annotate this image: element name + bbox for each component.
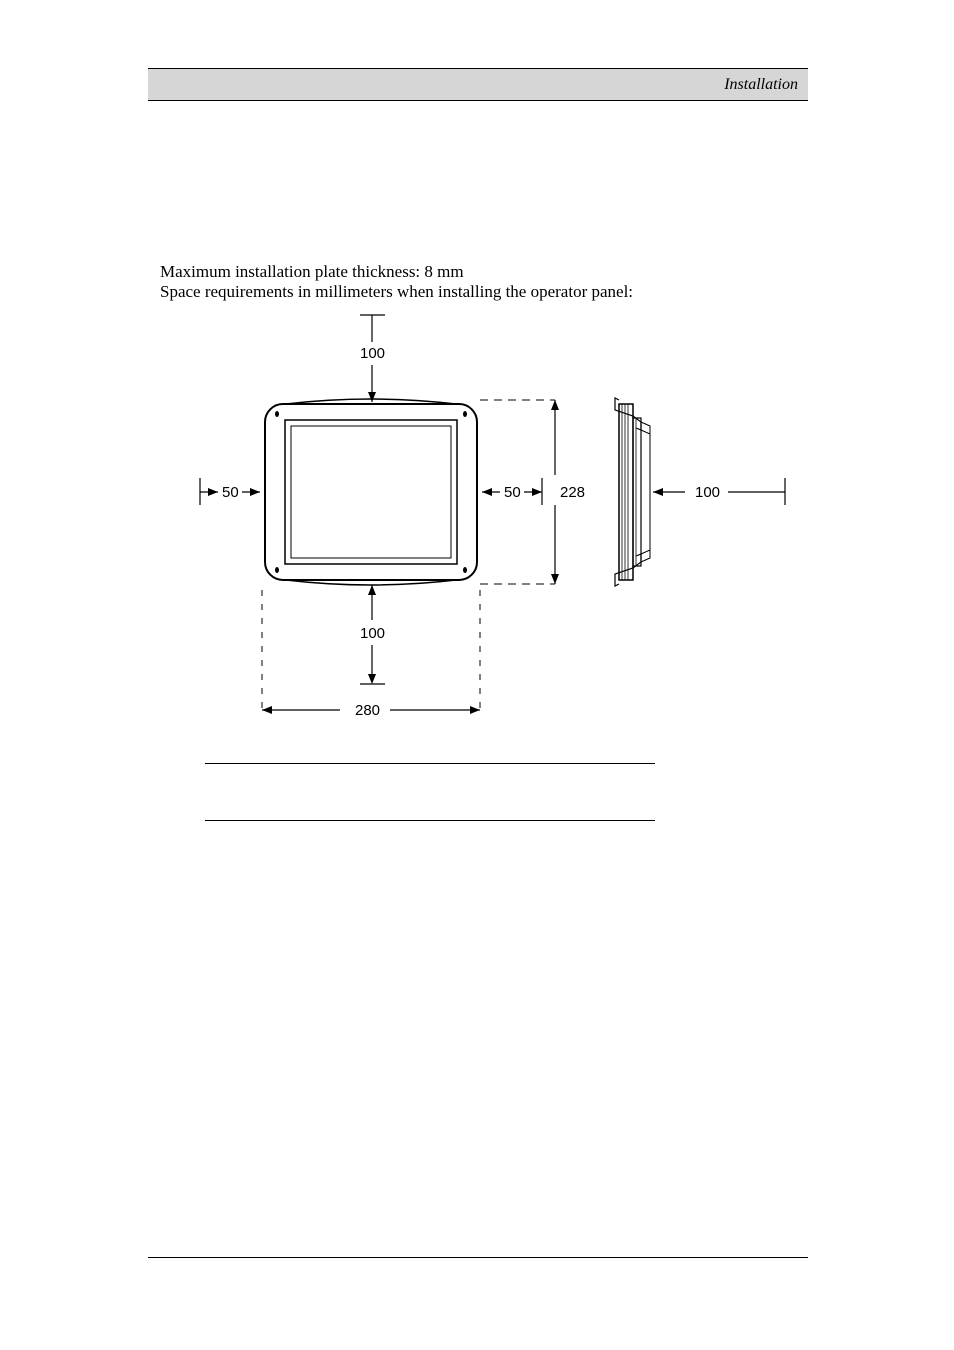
right-dimension: 50 xyxy=(482,478,542,505)
width-label: 280 xyxy=(355,702,380,719)
width-dimension: 280 xyxy=(262,590,480,719)
front-panel xyxy=(265,399,477,585)
left-dimension: 50 xyxy=(200,478,260,505)
space-requirements-diagram: 100 50 xyxy=(160,310,800,750)
header-title: Installation xyxy=(724,76,798,94)
depth-dimension: 100 xyxy=(653,478,785,505)
bottom-clearance-label: 100 xyxy=(360,625,385,642)
intro-line-2: Space requirements in millimeters when i… xyxy=(160,282,633,302)
height-label: 228 xyxy=(560,484,585,501)
separator-line-2 xyxy=(205,820,655,821)
bottom-dimension: 100 xyxy=(360,585,385,684)
intro-line-1: Maximum installation plate thickness: 8 … xyxy=(160,262,464,282)
top-dimension: 100 xyxy=(360,315,385,402)
header-band: Installation xyxy=(148,69,808,101)
side-view-panel xyxy=(615,398,650,586)
separator-line-1 xyxy=(205,763,655,764)
right-clearance-label: 50 xyxy=(504,484,521,501)
left-clearance-label: 50 xyxy=(222,484,239,501)
top-clearance-label: 100 xyxy=(360,345,385,362)
depth-clearance-label: 100 xyxy=(695,484,720,501)
